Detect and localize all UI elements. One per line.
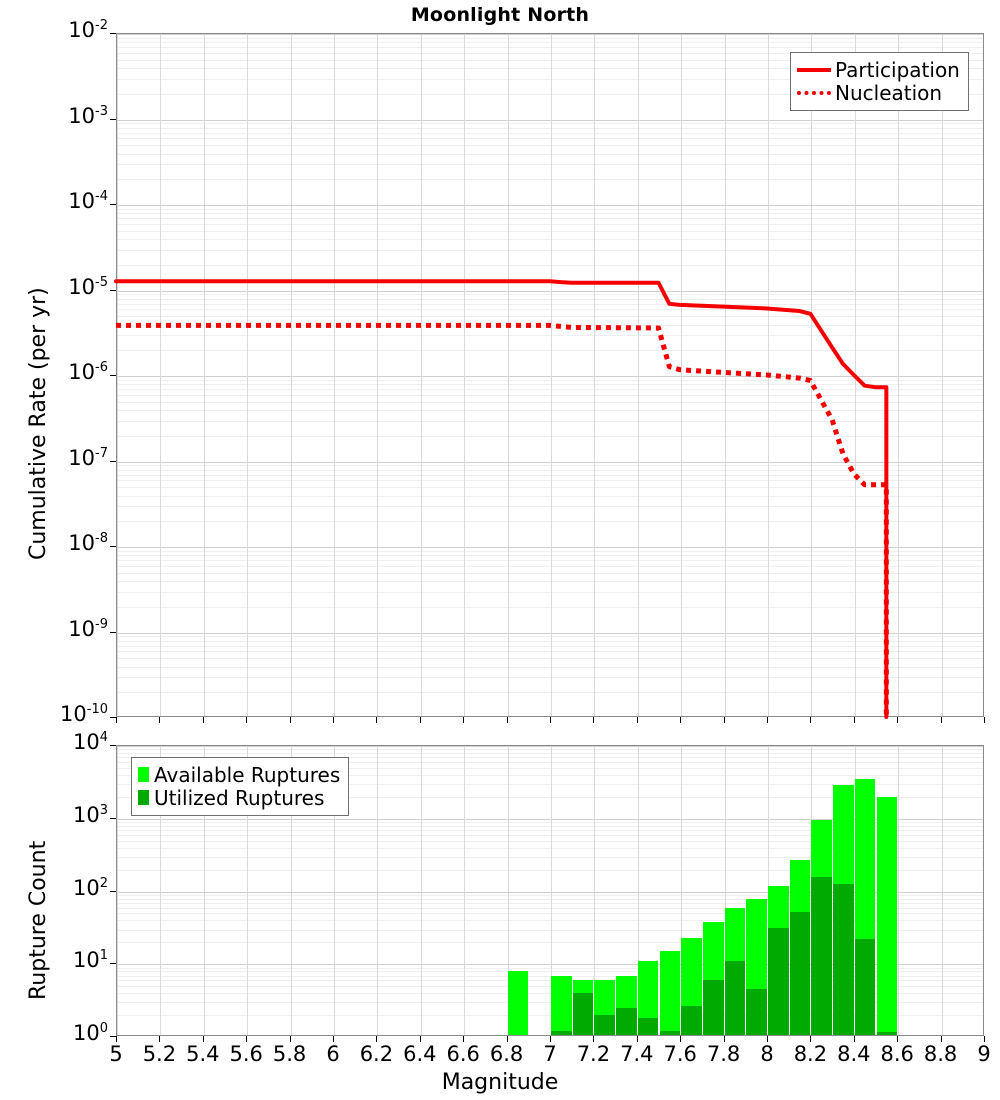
bottom-y-tick-2: 102: [72, 875, 108, 900]
bar-utilized-7.85: [724, 961, 746, 1035]
legend-label-utilized-ruptures: Utilized Ruptures: [154, 785, 325, 810]
bar-utilized-8.55: [876, 1031, 898, 1035]
bar-available-7.55: [659, 951, 681, 1035]
bar-utilized-8.45: [854, 939, 876, 1035]
bottom-y-tick-3: 103: [72, 802, 108, 827]
legend-label-available-ruptures: Available Ruptures: [154, 762, 341, 787]
bar-utilized-8.05: [768, 927, 789, 1035]
bottom-y-tick-4: 104: [72, 730, 108, 754]
bar-available-8.35: [833, 785, 854, 1035]
bar-utilized-7.15: [572, 993, 594, 1035]
available-color-swatch: [138, 767, 149, 782]
curve-legend[interactable]: Participation Nucleation: [790, 52, 969, 111]
bar-available-7.65: [681, 937, 702, 1035]
bar-utilized-8.35: [833, 884, 854, 1035]
x-tick-7: 7: [543, 1042, 557, 1066]
bottom-y-tick-1: 101: [72, 948, 108, 973]
top-y-tick--3: 10-3: [68, 103, 108, 128]
bar-utilized-8.15: [789, 912, 811, 1035]
dotted-line-icon: [797, 90, 831, 95]
bar-available-8.55: [876, 796, 898, 1035]
bottom-y-tick-0: 100: [72, 1021, 108, 1045]
x-tick-5.6: 5.6: [229, 1042, 263, 1066]
x-tick-6: 6: [326, 1042, 340, 1066]
bar-available-8.45: [854, 779, 876, 1035]
utilized-color-swatch: [138, 790, 149, 805]
solid-line-icon: [797, 67, 831, 72]
x-tick-8.8: 8.8: [923, 1042, 958, 1066]
legend-item-available-ruptures[interactable]: Available Ruptures: [138, 763, 340, 786]
legend-label-participation: Participation: [835, 57, 960, 82]
x-tick-5.2: 5.2: [142, 1042, 177, 1066]
bar-legend[interactable]: Available Ruptures Utilized Ruptures: [131, 757, 350, 816]
top-y-axis-title: Cumulative Rate (per yr): [26, 287, 51, 560]
x-tick-9: 9: [977, 1042, 991, 1066]
x-tick-6.8: 6.8: [489, 1042, 524, 1066]
bar-available-8.15: [789, 860, 811, 1035]
bar-available-7.15: [572, 980, 594, 1035]
bar-available-8.25: [811, 820, 833, 1035]
rupture-count-plot: [116, 745, 984, 1036]
bar-available-6.85: [507, 971, 529, 1035]
cumulative-rate-plot: [114, 33, 984, 719]
x-tick-5.4: 5.4: [186, 1042, 220, 1066]
bar-utilized-7.75: [702, 980, 724, 1035]
page-title: Moonlight North: [410, 4, 590, 26]
bar-available-7.75: [702, 922, 724, 1035]
top-y-tick--2: 10-2: [68, 18, 108, 42]
bar-utilized-7.25: [594, 1015, 616, 1035]
x-tick-8: 8: [760, 1042, 774, 1066]
x-tick-5: 5: [109, 1042, 123, 1066]
bar-utilized-7.65: [681, 1005, 702, 1035]
bottom-y-axis-title: Rupture Count: [26, 840, 51, 1000]
legend-item-utilized-ruptures[interactable]: Utilized Ruptures: [138, 786, 340, 809]
x-tick-8.6: 8.6: [880, 1042, 914, 1066]
top-gridlines: [117, 34, 983, 716]
legend-item-nucleation[interactable]: Nucleation: [797, 81, 960, 104]
legend-item-participation[interactable]: Participation: [797, 58, 960, 81]
bar-utilized-7.55: [659, 1031, 681, 1035]
bar-utilized-7.95: [746, 989, 767, 1035]
bar-available-7.45: [637, 961, 659, 1035]
x-tick-6.2: 6.2: [359, 1042, 394, 1066]
x-tick-6.6: 6.6: [446, 1042, 480, 1066]
top-y-tick--9: 10-9: [68, 616, 108, 641]
x-tick-8.2: 8.2: [793, 1042, 828, 1066]
bar-available-7.95: [746, 898, 767, 1035]
top-y-tick--10: 10-10: [60, 702, 108, 726]
curve-nucleation: [116, 322, 889, 717]
rupture-bars: [117, 746, 983, 1035]
legend-label-nucleation: Nucleation: [835, 80, 943, 105]
bar-available-7.35: [616, 975, 637, 1035]
bar-utilized-8.25: [811, 876, 833, 1035]
top-y-tick--8: 10-8: [68, 531, 108, 555]
x-axis-title: Magnitude: [441, 1070, 559, 1095]
bottom-gridlines: [117, 746, 983, 1035]
rate-curves: [114, 279, 889, 719]
bar-utilized-7.05: [551, 1031, 572, 1035]
x-tick-8.4: 8.4: [837, 1042, 871, 1066]
bar-utilized-7.35: [616, 1008, 637, 1035]
top-y-tick--6: 10-6: [68, 360, 108, 384]
curve-participation: [114, 279, 889, 719]
top-y-tick--4: 10-4: [68, 189, 108, 213]
bar-available-8.05: [768, 885, 789, 1035]
top-y-tick--7: 10-7: [68, 445, 108, 470]
x-tick-7.8: 7.8: [706, 1042, 741, 1066]
x-tick-7.4: 7.4: [620, 1042, 654, 1066]
bar-available-7.85: [724, 907, 746, 1035]
x-tick-6.4: 6.4: [403, 1042, 437, 1066]
bar-utilized-7.45: [637, 1018, 659, 1035]
x-tick-7.2: 7.2: [576, 1042, 611, 1066]
x-tick-7.6: 7.6: [663, 1042, 697, 1066]
x-tick-5.8: 5.8: [272, 1042, 307, 1066]
bar-available-7.25: [594, 980, 616, 1035]
top-y-tick--5: 10-5: [68, 274, 108, 299]
bar-available-7.05: [551, 975, 572, 1035]
